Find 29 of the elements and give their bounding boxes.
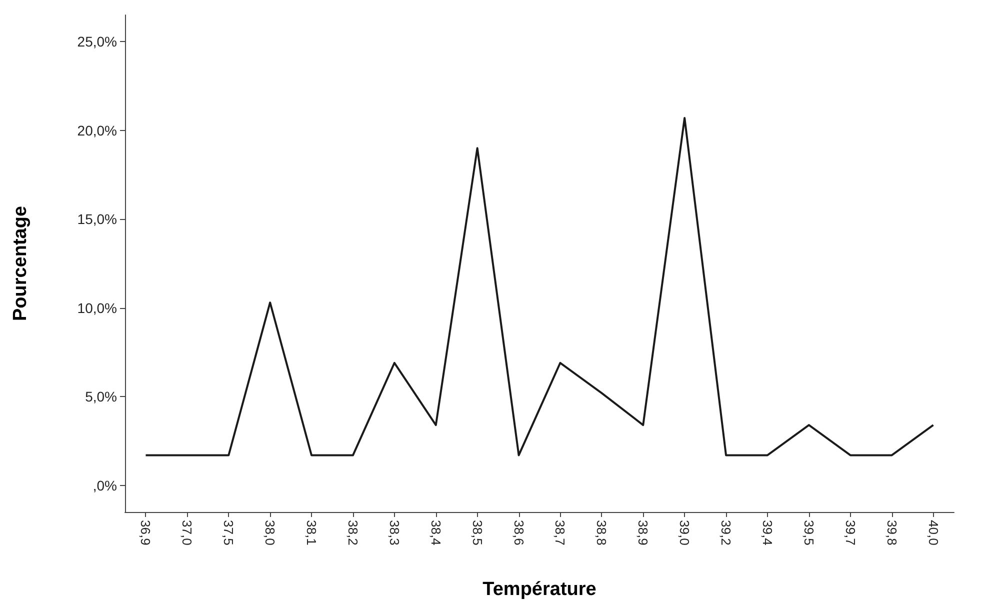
x-tick-label: 39,0 — [677, 520, 692, 546]
y-tick-label: 20,0% — [77, 122, 117, 138]
x-tick-label: 38,5 — [470, 520, 485, 546]
x-tick-label: 38,9 — [636, 520, 651, 546]
x-axis-title: Température — [482, 579, 596, 600]
x-tick-label: 37,0 — [180, 520, 195, 546]
x-tick-label: 39,7 — [842, 520, 858, 546]
x-tick-label: 37,5 — [221, 520, 236, 546]
y-tick-label: 5,0% — [85, 388, 117, 405]
x-tick-label: 38,7 — [552, 520, 568, 546]
x-tick-label: 38,8 — [594, 520, 610, 546]
y-tick-label: ,0% — [92, 477, 117, 494]
line-series — [144, 116, 934, 456]
x-tick-label: 39,4 — [760, 520, 775, 546]
y-tick-label: 10,0% — [77, 300, 117, 316]
x-tick-label: 38,3 — [386, 520, 402, 546]
x-tick-label: 39,2 — [718, 520, 734, 546]
x-tick-label: 39,5 — [801, 520, 816, 546]
x-tick-label: 38,1 — [304, 520, 320, 546]
x-tick-label: 38,0 — [262, 520, 278, 546]
x-tick-label: 38,4 — [428, 520, 444, 546]
x-tick-label: 38,2 — [345, 520, 360, 546]
x-tick-label: 39,8 — [884, 520, 900, 546]
x-tick-label: 40,0 — [926, 520, 941, 546]
x-tick-label: 36,9 — [138, 520, 154, 546]
y-tick-label: 15,0% — [77, 211, 117, 228]
y-tick-label: 25,0% — [77, 34, 117, 50]
x-tick-label: 38,6 — [511, 520, 526, 546]
y-axis-title: Pourcentage — [10, 206, 31, 322]
